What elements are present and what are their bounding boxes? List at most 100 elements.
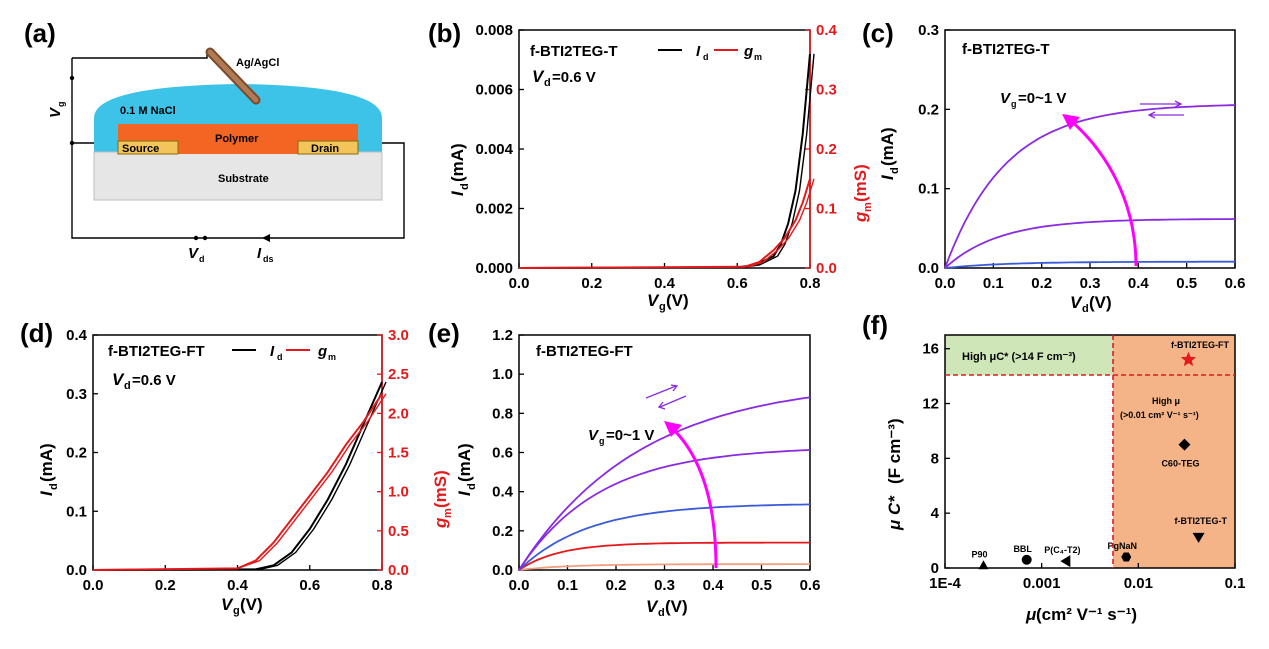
chart-c-annotation-sub: g xyxy=(1011,99,1017,109)
chart-b: 0.0 0.2 0.4 0.6 0.8 0.000 0.002 0.004 0.006 0.008… xyxy=(475,22,837,292)
marker-pgnan xyxy=(1121,552,1132,562)
chart-b-ylabel: I d (mA) xyxy=(448,143,471,196)
point-label: f-BTI2TEG-T xyxy=(1175,516,1228,526)
chart-d: 0.0 0.2 0.4 0.6 0.80.00.10.20.30.40.00.51.01… xyxy=(66,327,409,594)
y2-tick-label: 0.5 xyxy=(388,523,409,540)
x-tick-label: 0.001 xyxy=(1023,575,1061,592)
svg-text:d: d xyxy=(459,183,471,190)
y-tick-label: 0.2 xyxy=(66,445,87,462)
series-line-g xyxy=(92,393,383,571)
point-label: C60-TEG xyxy=(1161,459,1199,469)
svg-text:(mS): (mS) xyxy=(431,470,450,508)
x-tick-label: 0.4 xyxy=(227,577,249,594)
series-return-line-g xyxy=(518,178,815,269)
y2-tick-label: 0.1 xyxy=(816,201,837,218)
forward-sweep-arrow-icon xyxy=(1140,100,1183,108)
svg-text:(mA): (mA) xyxy=(878,127,897,166)
svg-text:(F cm⁻³): (F cm⁻³) xyxy=(885,418,904,484)
series-line-I xyxy=(92,381,383,571)
panel-f: (f) 1E-4 0.001 0.01 0.1 0 4 8 12 16 P90 BBL P(C₄-T2… xyxy=(862,310,1245,624)
marker-p90 xyxy=(978,560,989,570)
circuit-wire-outer xyxy=(71,58,405,239)
chart-e-title: f-BTI2TEG-FT xyxy=(536,343,633,360)
chart-d-condition: =0.6 V xyxy=(132,372,176,389)
x-tick-label: 0.5 xyxy=(1176,275,1197,292)
y-tick-label: 8 xyxy=(931,450,939,467)
legend-gm-sub: m xyxy=(328,352,336,362)
y-tick-label: 0.4 xyxy=(492,484,514,501)
electrolyte-label: 0.1 M NaCl xyxy=(120,105,176,117)
x-tick-label: 1E-4 xyxy=(929,575,961,592)
x-tick-label: 0.1 xyxy=(557,577,578,594)
legend-id-label: I xyxy=(270,343,275,360)
legend-gm-label: g xyxy=(317,343,327,360)
electrode-label: Ag/AgCl xyxy=(236,57,279,69)
chart-b-y2label: g m (mS) xyxy=(851,164,874,223)
panel-e: (e) 0.0 0.1 0.2 0.3 0.4 0.5 0.6 0.0 0.2 0.4 0.6 0.8… xyxy=(428,318,820,619)
x-tick-label: 0.1 xyxy=(983,275,1004,292)
x-tick-label: 0.6 xyxy=(800,577,821,594)
y-tick-label: 0.000 xyxy=(475,260,513,277)
plot-frame xyxy=(92,334,383,571)
y-tick-label: 0 xyxy=(931,560,939,577)
x-tick-label: 0.4 xyxy=(1128,275,1150,292)
chart-c-xlabel-sub: d xyxy=(1082,303,1089,315)
x-tick-label: 0.2 xyxy=(1031,275,1052,292)
svg-text:μ C*: μ C* xyxy=(885,495,904,531)
panel-label-b: (b) xyxy=(428,18,461,48)
vd-label: V xyxy=(188,245,200,262)
svg-text:d: d xyxy=(466,483,478,490)
svg-text:d: d xyxy=(889,167,901,174)
y-tick-label: 0.0 xyxy=(918,260,939,277)
svg-text:I: I xyxy=(448,190,467,196)
panel-a: (a) Ag/AgCl 0.1 M NaCl Polymer Source Dr… xyxy=(24,18,405,264)
chart-b-condition-sub: d xyxy=(544,77,551,89)
chart-e-annotation-var: V xyxy=(588,427,600,444)
drain-electrode xyxy=(297,140,359,155)
svg-text:m: m xyxy=(442,508,454,518)
panel-b: (b) 0.0 0.2 0.4 0.6 0.80.0000.0020.0040.0060… xyxy=(428,18,874,313)
chart-d-xlabel-sub: g xyxy=(233,605,240,617)
chart-d-xunit: (V) xyxy=(240,595,263,614)
y-tick-label: 12 xyxy=(922,396,939,413)
chart-e-xlabel-sub: d xyxy=(658,607,665,619)
terminal-dot xyxy=(69,75,75,81)
chart-d-condition-sub: d xyxy=(124,380,131,392)
y-tick-label: 1.0 xyxy=(492,366,513,383)
gate-sweep-arrowhead-icon xyxy=(664,421,682,437)
x-tick-label: 0.1 xyxy=(1225,575,1246,592)
marker-c60-teg xyxy=(1178,438,1191,451)
y2-tick-label: 1.5 xyxy=(388,445,409,462)
svg-text:m: m xyxy=(862,202,874,212)
y2-tick-label: 0.0 xyxy=(816,260,837,277)
marker-p-c-t2- xyxy=(1060,555,1071,568)
y-tick-label: 0.1 xyxy=(66,503,87,520)
circuit-wire-gate xyxy=(72,52,208,59)
svg-text:(mA): (mA) xyxy=(455,443,474,482)
y-tick-label: 0.1 xyxy=(918,181,939,198)
series-return-line-I xyxy=(92,381,387,571)
x-tick-label: 0.4 xyxy=(654,275,676,292)
svg-text:d: d xyxy=(48,483,60,490)
reverse-sweep-arrow-icon xyxy=(1147,111,1184,119)
vg-label: V g xyxy=(47,102,66,119)
output-curve-3 xyxy=(518,449,811,571)
svg-text:(mA): (mA) xyxy=(37,443,56,482)
legend-id-sub: d xyxy=(703,52,709,62)
output-curve-4 xyxy=(518,396,811,571)
x-tick-label: 0.5 xyxy=(751,577,772,594)
legend-gm-label: g xyxy=(743,43,753,60)
x-tick-label: 0.0 xyxy=(935,275,956,292)
y-tick-label: 0.3 xyxy=(918,22,939,39)
chart-e-annotation: =0~1 V xyxy=(606,427,654,444)
x-tick-label: 0.6 xyxy=(727,275,748,292)
ag-agcl-electrode-highlight xyxy=(207,49,259,103)
x-tick-label: 0.3 xyxy=(654,577,675,594)
chart-d-y2label: g m (mS) xyxy=(431,470,454,529)
output-curve-0 xyxy=(944,260,1235,269)
drain-label: Drain xyxy=(311,143,339,155)
terminal-dot xyxy=(193,235,199,241)
chart-d-title: f-BTI2TEG-FT xyxy=(108,343,205,360)
y-tick-label: 0.006 xyxy=(475,82,513,99)
